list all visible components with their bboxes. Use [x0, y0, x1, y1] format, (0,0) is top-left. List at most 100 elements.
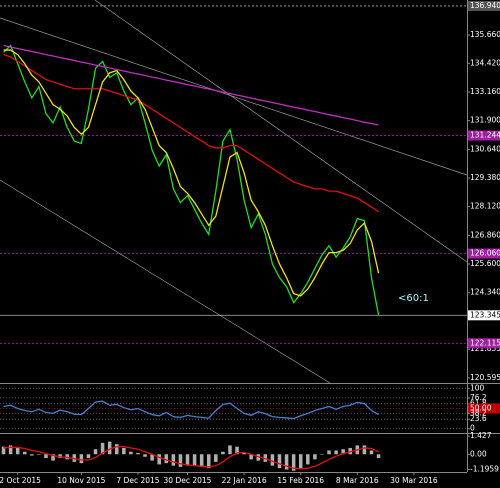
x-tick-label: 30 Mar 2016 [390, 476, 438, 485]
series-line [3, 49, 380, 297]
histogram-bar [242, 453, 246, 455]
histogram-bar [51, 454, 55, 461]
histogram-bar [341, 449, 345, 455]
histogram-bar [100, 442, 105, 455]
y-tick-label: 0.00 [470, 449, 487, 458]
histogram-bar [362, 445, 367, 455]
histogram-bar [206, 454, 211, 469]
histogram-bar [30, 454, 34, 456]
y-tick-label: 121.855 [470, 344, 500, 353]
y-tick-label: 61.8 [470, 399, 487, 408]
histogram-bar [221, 451, 225, 455]
y-tick-label: 120.595 [470, 373, 500, 382]
histogram-bar [143, 454, 147, 457]
y-tick-label: 130.640 [470, 144, 500, 153]
series-line [3, 446, 379, 470]
histogram-bar [185, 454, 190, 466]
y-tick-label: 128.120 [470, 202, 500, 211]
price-level-box [468, 310, 500, 321]
price-level-box [468, 338, 500, 349]
price-level-label: 123.345 [470, 310, 500, 319]
y-tick-label: 129.380 [470, 173, 500, 182]
histogram-bar [107, 441, 112, 455]
price-level-label: 122.115 [470, 338, 500, 347]
histogram-bar [150, 454, 154, 461]
price-level-label: 136.940 [470, 1, 500, 10]
histogram-bar [129, 451, 133, 455]
y-tick-label: -1.1959 [470, 464, 499, 473]
y-tick-label: 125.600 [470, 259, 500, 268]
histogram-bar [8, 445, 13, 455]
histogram-bar [327, 450, 331, 455]
histogram-bar [164, 454, 169, 464]
y-tick-label: 135.660 [470, 30, 500, 39]
price-level-box [468, 130, 500, 141]
histogram-bar [199, 454, 204, 467]
x-tick-label: 15 Feb 2016 [277, 476, 324, 485]
y-tick-label: 38.2 [470, 408, 487, 417]
histogram-bar [15, 447, 20, 455]
histogram-bar [270, 454, 275, 466]
histogram-bar [306, 454, 310, 465]
y-tick-label: 1.427 [470, 431, 492, 440]
histogram-bar [1, 446, 6, 455]
histogram-bar [369, 450, 374, 455]
histogram-bar [249, 454, 253, 460]
histogram-bar [228, 445, 232, 455]
series-line [3, 44, 379, 126]
histogram-bar [214, 454, 218, 462]
trend-lines [0, 0, 468, 384]
histogram-bar [178, 454, 183, 467]
y-tick-label: 23.6 [470, 414, 487, 423]
histogram-bar [22, 451, 27, 455]
histogram-bar [334, 450, 338, 455]
y-tick-label: 0 [470, 424, 475, 433]
series-line [3, 54, 379, 213]
y-tick-label: 50.00 [470, 404, 492, 413]
histogram-bar [284, 454, 289, 470]
trend-line [0, 17, 468, 176]
series-line [3, 400, 379, 420]
histogram-bar [192, 454, 197, 466]
price-level-label: 126.060 [470, 249, 500, 258]
y-tick-highlight [468, 403, 500, 414]
y-tick-label: 131.900 [470, 116, 500, 125]
histogram-bar [376, 454, 381, 459]
x-tick-label: 7 Dec 2015 [116, 476, 159, 485]
histogram-bar [157, 454, 161, 465]
x-tick-label: 10 Nov 2015 [57, 476, 105, 485]
histogram-bar [122, 447, 126, 455]
histogram-bar [79, 454, 84, 464]
x-tick-label: 22 Oct 2015 [0, 476, 41, 485]
histogram-bar [114, 444, 119, 455]
histogram-bar [136, 453, 140, 455]
y-tick-label: 134.420 [470, 58, 500, 67]
histogram-bar [298, 454, 303, 469]
series-line [3, 44, 380, 316]
x-tick-label: 30 Dec 2015 [164, 476, 212, 485]
x-tick-label: 8 Mar 2016 [336, 476, 379, 485]
y-tick-label: 133.160 [470, 87, 500, 96]
price-level-box [468, 248, 500, 259]
histogram-bar [291, 454, 296, 471]
y-tick-label: 126.860 [470, 230, 500, 239]
histogram-bar [277, 454, 282, 469]
histogram-bar [320, 454, 324, 455]
y-tick-label: 100 [470, 383, 485, 392]
histogram-bar [44, 454, 48, 459]
y-tick-label: 76.2 [470, 393, 487, 402]
histogram-bar [313, 454, 317, 460]
histogram-bar [86, 454, 91, 459]
trend-line [94, 0, 468, 263]
price-level-label: 131.244 [470, 131, 500, 140]
x-tick-label: 22 Jan 2016 [222, 476, 267, 485]
y-tick-label: 124.340 [470, 288, 500, 297]
histogram-bar [171, 454, 176, 466]
price-level-box [468, 0, 500, 11]
annotation: <60:1 [398, 293, 429, 304]
histogram-bar [235, 446, 239, 455]
histogram-bar [93, 449, 98, 455]
histogram-bar [37, 454, 41, 455]
